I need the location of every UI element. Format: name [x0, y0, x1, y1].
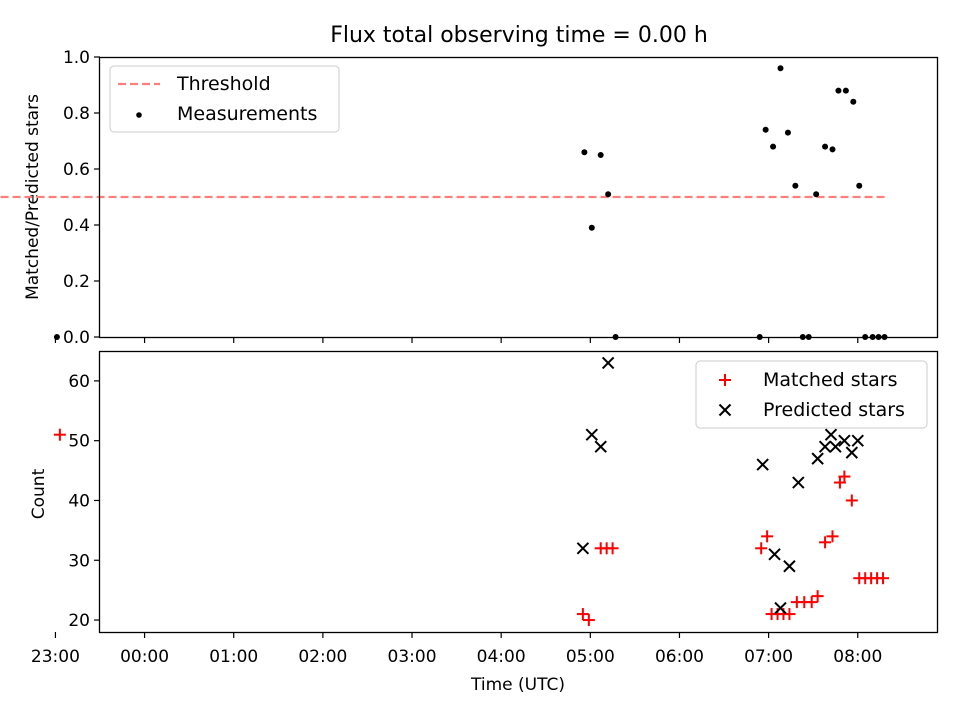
bottom-x-tick-label: 03:00: [388, 647, 437, 667]
top-axes-frame: [98, 56, 939, 339]
predicted-star-point: [768, 548, 781, 561]
measurement-point: [770, 143, 777, 150]
bottom-x-tick-label: 07:00: [744, 647, 793, 667]
top-y-tick-label: 1.0: [63, 48, 90, 68]
predicted-star-point: [576, 542, 590, 555]
legend-predicted-swatch: [718, 403, 732, 417]
predicted-star-point: [829, 440, 842, 453]
matched-star-point: [761, 530, 774, 543]
top-panel: Matched/Predicted stars 0.0 0.2 0.4 0.6 0.8 1…: [0, 48, 939, 348]
matched-star-point: [755, 542, 768, 555]
legend-measurements-label: Measurements: [177, 103, 317, 125]
matched-star-point: [819, 536, 832, 549]
top-y-tick-label: 0.0: [63, 328, 90, 348]
top-y-tick-label: 0.8: [63, 104, 90, 124]
bottom-legend-box: [695, 360, 928, 429]
bottom-y-tick-label: 60: [68, 372, 90, 392]
figure-title: Flux total observing time = 0.00 h: [330, 23, 708, 48]
measurement-point: [581, 149, 588, 156]
predicted-star-point: [824, 428, 838, 441]
matched-star-point: [576, 608, 589, 621]
top-legend-box: [109, 65, 340, 133]
top-y-tick-label: 0.4: [63, 216, 90, 236]
measurement-point: [813, 191, 820, 198]
bottom-ylabel: Count: [29, 468, 49, 519]
bottom-x-tick-label: 08:00: [833, 647, 882, 667]
bottom-y-ticks: 20 30 40 50 60: [68, 372, 100, 631]
bottom-x-tick-label: 23:00: [31, 647, 80, 667]
bottom-y-tick-label: 30: [68, 551, 90, 571]
measurement-point: [822, 143, 829, 150]
measurement-point: [792, 182, 799, 189]
bottom-y-tick-label: 40: [68, 491, 90, 511]
measurement-point: [605, 191, 612, 198]
predicted-star-point: [783, 560, 796, 573]
legend-predicted-label: Predicted stars: [763, 399, 905, 421]
predicted-star-point: [756, 458, 769, 471]
measurement-point: [53, 334, 60, 340]
bottom-y-tick-label: 50: [68, 432, 90, 452]
top-y-tick-label: 0.2: [63, 272, 90, 292]
bottom-x-ticks: 22:0023:0000:0001:0002:0003:0004:0005:00…: [31, 632, 882, 667]
bottom-x-tick-label: 04:00: [477, 647, 526, 667]
measurement-point: [588, 224, 595, 231]
top-y-ticks: 0.0 0.2 0.4 0.6 0.8 1.0: [63, 48, 100, 348]
matched-star-point: [838, 470, 851, 483]
predicted-star-point: [594, 440, 607, 453]
predicted-star-point: [818, 440, 832, 453]
matched-star-point: [811, 590, 824, 603]
matched-star-point: [845, 494, 858, 507]
legend-threshold-label: Threshold: [176, 73, 271, 95]
legend-matched-label: Matched stars: [763, 369, 897, 391]
legend-matched-swatch: [719, 374, 731, 386]
bottom-x-tick-label: 01:00: [209, 647, 258, 667]
matched-star-point: [877, 572, 890, 585]
top-y-tick-label: 0.6: [63, 160, 90, 180]
bottom-x-tick-label: 02:00: [298, 647, 347, 667]
matched-star-point: [582, 614, 595, 627]
legend-measurements-swatch: [136, 112, 142, 118]
measurement-point: [597, 152, 604, 158]
predicted-star-point: [811, 452, 824, 465]
measurement-point: [856, 182, 863, 189]
measurement-point: [835, 87, 842, 94]
bottom-x-tick-label: 06:00: [655, 647, 704, 667]
predicted-star-point: [845, 446, 859, 459]
matched-star-point: [826, 530, 839, 543]
count-points: [53, 356, 890, 627]
predicted-star-point: [851, 434, 864, 447]
top-legend: Threshold Measurements: [109, 65, 340, 133]
bottom-y-tick-label: 20: [68, 611, 90, 631]
bottom-x-tick-label: 05:00: [566, 647, 615, 667]
top-ylabel: Matched/Predicted stars: [23, 94, 43, 300]
measurement-point: [850, 98, 857, 105]
predicted-star-point: [838, 434, 851, 447]
predicted-star-point: [792, 476, 805, 489]
bottom-x-tick-label: 00:00: [120, 647, 169, 667]
matched-star-point: [53, 428, 66, 441]
measurement-point: [829, 146, 836, 153]
predicted-star-point: [774, 601, 787, 615]
bottom-xlabel: Time (UTC): [470, 675, 565, 695]
measurement-point: [842, 87, 849, 94]
matched-star-point: [606, 542, 619, 555]
predicted-star-point: [585, 428, 599, 441]
bottom-legend: Matched stars Predicted stars: [695, 360, 928, 429]
bottom-axes-frame: [98, 350, 939, 634]
matched-star-point: [805, 596, 818, 609]
predicted-star-point: [601, 356, 615, 370]
measurement-point: [784, 129, 791, 136]
measurement-point: [777, 65, 784, 72]
measurement-point: [762, 126, 769, 133]
